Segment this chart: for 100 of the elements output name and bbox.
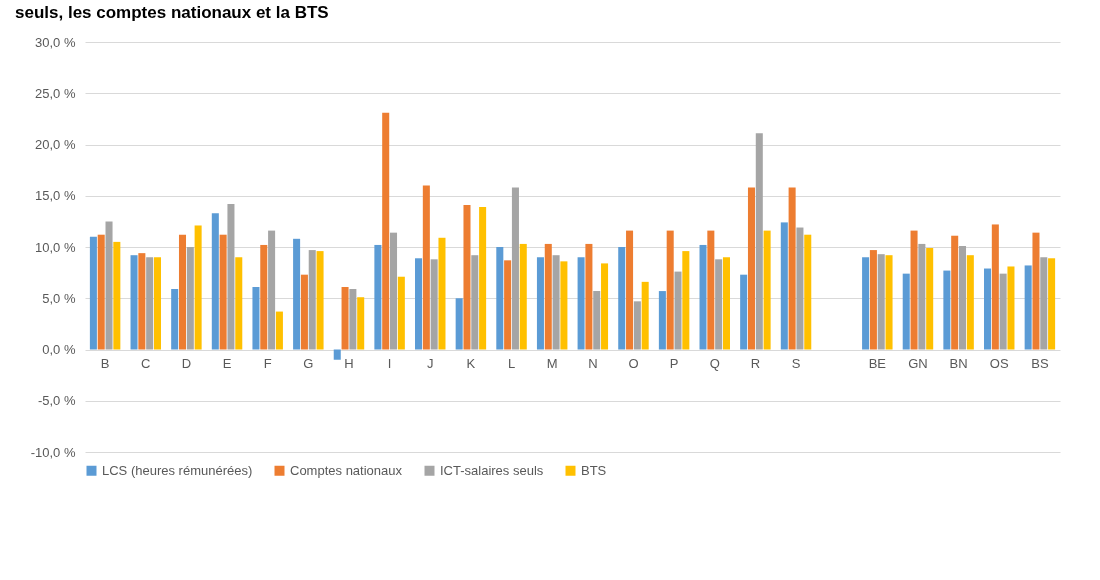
bar bbox=[390, 232, 398, 350]
x-tick-label: OS bbox=[989, 356, 1009, 371]
y-tick-label: -10,0 % bbox=[30, 444, 76, 460]
bar bbox=[349, 289, 357, 350]
y-tick-label: 30,0 % bbox=[35, 34, 76, 50]
x-tick-label: R bbox=[750, 356, 761, 371]
x-tick-label: P bbox=[669, 356, 679, 371]
bar bbox=[1007, 266, 1015, 350]
bar bbox=[585, 243, 593, 350]
bar bbox=[374, 244, 382, 350]
x-tick-label: D bbox=[181, 356, 192, 371]
bar bbox=[560, 261, 568, 350]
bar bbox=[577, 257, 585, 350]
bar bbox=[788, 187, 796, 350]
bar bbox=[862, 257, 870, 350]
bar bbox=[536, 257, 544, 350]
bar bbox=[885, 255, 893, 350]
x-tick-label: J bbox=[427, 356, 434, 371]
bar bbox=[171, 289, 179, 350]
bar bbox=[138, 253, 146, 350]
bar bbox=[796, 227, 804, 350]
bar bbox=[357, 297, 365, 350]
x-tick-label: BS bbox=[1031, 356, 1049, 371]
bar bbox=[755, 133, 763, 350]
x-tick-label: O bbox=[628, 356, 639, 371]
bar bbox=[804, 234, 812, 350]
bar bbox=[333, 349, 341, 360]
bar bbox=[918, 243, 926, 350]
bar bbox=[682, 251, 690, 350]
bar bbox=[626, 230, 634, 350]
chart-title: seuls, les comptes nationaux et la BTS bbox=[15, 3, 329, 22]
bar bbox=[763, 230, 771, 350]
x-tick-label: BN bbox=[949, 356, 968, 371]
bar bbox=[504, 260, 512, 350]
bar bbox=[658, 291, 666, 350]
bar bbox=[422, 185, 430, 350]
y-tick-label: 20,0 % bbox=[35, 137, 76, 152]
bar bbox=[999, 273, 1007, 350]
bar bbox=[430, 259, 438, 350]
x-tick-label: GN bbox=[908, 356, 928, 371]
bar bbox=[618, 247, 626, 350]
bar bbox=[471, 255, 479, 350]
y-tick-label: 15,0 % bbox=[35, 188, 76, 204]
y-tick-label: 25,0 % bbox=[35, 85, 76, 101]
bar bbox=[511, 187, 519, 350]
legend-label: BTS bbox=[581, 462, 607, 478]
bar bbox=[951, 235, 959, 350]
bar bbox=[130, 255, 138, 350]
x-tick-label: G bbox=[303, 356, 314, 371]
bar bbox=[666, 230, 674, 350]
x-tick-label: F bbox=[263, 356, 272, 371]
x-tick-label: C bbox=[141, 356, 151, 371]
bar bbox=[715, 259, 723, 350]
bar bbox=[966, 255, 974, 350]
bar bbox=[641, 281, 649, 350]
bar bbox=[869, 250, 877, 350]
bar bbox=[275, 311, 283, 350]
x-tick-label: Q bbox=[709, 356, 720, 371]
legend-label: Comptes nationaux bbox=[290, 462, 403, 478]
bar bbox=[877, 254, 885, 350]
bar bbox=[707, 230, 715, 350]
bar bbox=[252, 286, 260, 350]
bar bbox=[316, 251, 324, 350]
y-tick-label: 0,0 % bbox=[42, 342, 76, 357]
bar bbox=[1024, 265, 1032, 350]
bar bbox=[260, 244, 268, 350]
bar bbox=[153, 257, 161, 350]
bar bbox=[593, 291, 601, 350]
bar bbox=[991, 224, 999, 350]
bar bbox=[552, 255, 560, 350]
bar bbox=[479, 207, 487, 350]
bar bbox=[958, 245, 967, 350]
bar bbox=[235, 257, 243, 350]
bar bbox=[601, 263, 609, 350]
bar bbox=[300, 274, 308, 350]
legend-label: LCS (heures rémunérées) bbox=[102, 462, 253, 478]
bar bbox=[722, 257, 730, 350]
bar bbox=[633, 301, 641, 350]
bar bbox=[178, 234, 187, 350]
y-tick-label: 5,0 % bbox=[42, 290, 76, 306]
x-tick-label: L bbox=[507, 356, 516, 371]
legend-label: ICT-salaires seuls bbox=[440, 462, 544, 478]
bar bbox=[382, 112, 390, 350]
bar bbox=[146, 257, 154, 350]
bar bbox=[496, 247, 504, 350]
bar bbox=[211, 213, 219, 350]
bar bbox=[97, 234, 105, 350]
x-tick-label: M bbox=[546, 356, 558, 371]
bar bbox=[113, 241, 121, 350]
bar bbox=[984, 268, 992, 350]
bar bbox=[747, 187, 755, 350]
x-tick-label: I bbox=[387, 356, 392, 371]
bar bbox=[455, 298, 463, 350]
y-tick-label: -5,0 % bbox=[37, 393, 76, 409]
x-tick-label: E bbox=[222, 356, 232, 371]
bar bbox=[293, 238, 301, 350]
bar bbox=[463, 204, 471, 350]
bar bbox=[268, 230, 276, 350]
y-tick-label: 10,0 % bbox=[35, 239, 76, 255]
bar bbox=[219, 234, 227, 350]
